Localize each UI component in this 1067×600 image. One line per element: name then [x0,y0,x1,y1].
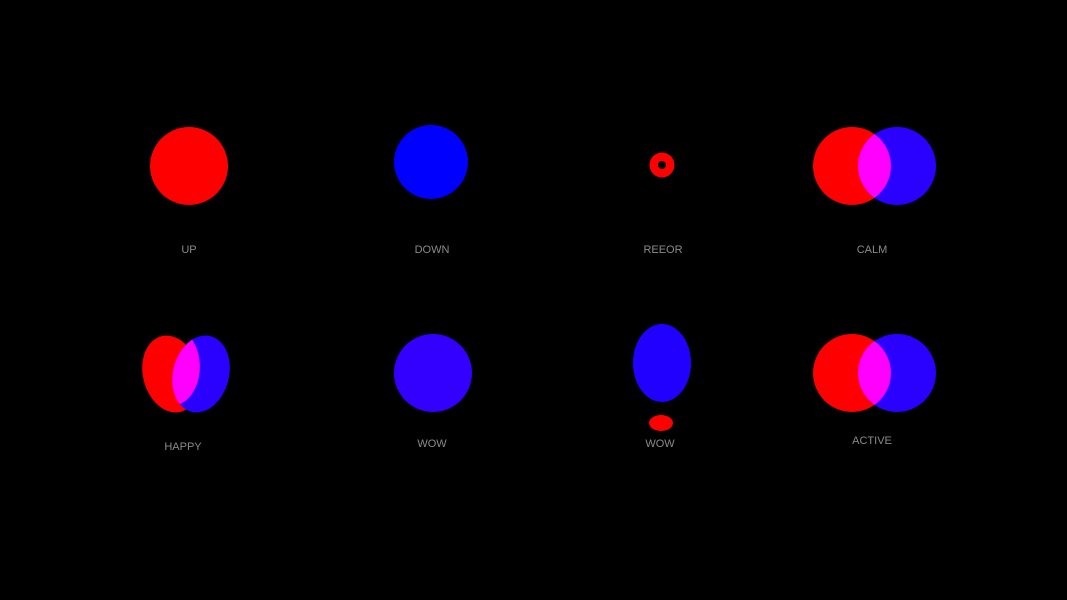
overlapping-circles-icon [813,334,936,412]
state-label-reeor: REEOR [643,244,683,256]
violet-circle-icon [394,334,472,412]
red-ring-icon [649,152,675,178]
tilted-overlapping-ellipses-icon [142,335,230,413]
state-label-active: ACTIVE [852,435,892,447]
ellipse-with-dot-icon [633,324,691,431]
red-circle-icon [150,127,228,205]
overlapping-circles-icon [813,127,936,205]
state-label-happy: HAPPY [164,441,202,453]
state-label-down: DOWN [414,244,450,256]
state-label-wow-2: WOW [645,438,675,450]
state-label-up: UP [181,244,197,256]
state-label-calm: CALM [856,244,888,256]
blue-circle-icon [394,125,468,199]
state-label-wow: WOW [417,438,447,450]
